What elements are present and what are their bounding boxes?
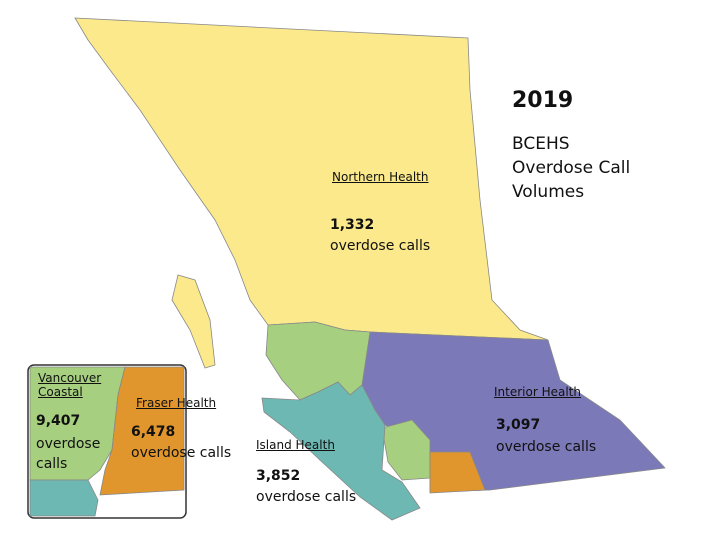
call-unit: overdose calls [131,445,232,461]
inset-island [29,479,99,517]
call-count: 3,852 [256,468,301,484]
haida-gwaii [171,274,216,369]
region-name: Interior Health [494,385,581,399]
title: 2019 [512,88,574,113]
inset-fraser [99,366,185,496]
call-unit: overdose calls [36,436,101,472]
call-count: 3,097 [496,417,541,433]
northern-region [74,17,549,341]
region-name: Island Health [256,438,335,452]
fraser-region [429,451,486,494]
call-unit: overdose calls [496,439,597,455]
call-count: 6,478 [131,424,176,440]
vancouver-coastal-region [265,321,371,401]
subtitle: BCEHS Overdose Call Volumes [512,134,631,202]
call-unit: overdose calls [256,489,357,505]
region-name: Vancouver Coastal [38,371,102,399]
call-count: 9,407 [36,413,81,429]
island-region [261,381,421,521]
region-name: Fraser Health [136,396,217,410]
call-count: 1,332 [330,217,375,233]
region-name: Northern Health [332,170,429,184]
call-unit: overdose calls [330,238,431,254]
